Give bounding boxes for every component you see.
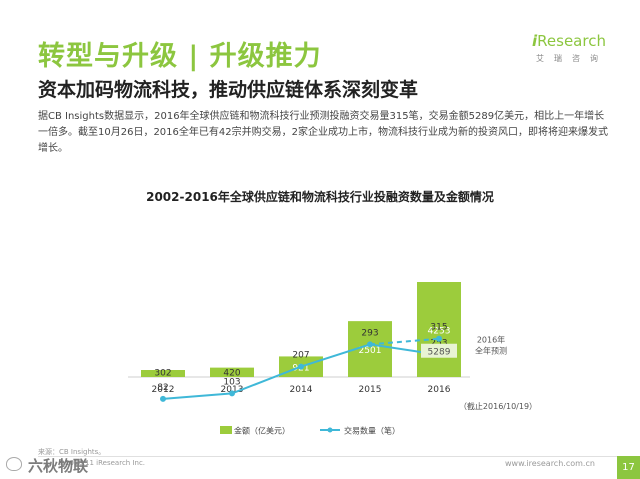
page-subtitle: 资本加码物流科技，推动供应链体系深刻变革: [38, 79, 419, 101]
page-title: 转型与升级 | 升级推力: [38, 41, 322, 72]
logo-wordmark: iResearch: [532, 32, 606, 50]
footer-divider: [38, 456, 617, 457]
watermark-icon: [6, 457, 22, 471]
count-point-2013: [229, 390, 235, 397]
x-tick-2012: 2012: [152, 385, 175, 395]
logo-chinese-name: 艾瑞咨询: [536, 54, 608, 63]
forecast-dashed-line: [369, 337, 440, 346]
chart-title: 2002-2016年全球供应链和物流科技行业投融资数量及金额情况: [146, 190, 494, 204]
legend-line-label: 交易数量（笔）: [344, 426, 400, 436]
count-point-2014: [298, 363, 304, 370]
chart-date-note: （截止2016/10/19）: [459, 401, 537, 411]
bar-label-2013: 420: [223, 369, 240, 379]
forecast-amount-box: [421, 343, 457, 358]
legend-bar-swatch: [220, 426, 232, 434]
website-url: www.iresearch.com.cn: [505, 459, 595, 468]
legend-line-marker: [327, 427, 333, 433]
forecast-amount-label: 5289: [428, 348, 451, 358]
count-label-2015: 293: [361, 328, 378, 338]
bar-label-2012: 302: [154, 369, 171, 379]
bar-label-2016: 4253: [428, 327, 451, 337]
forecast-note-line2: 全年预测: [475, 346, 507, 356]
count-label-2014: 207: [292, 351, 309, 361]
copyright-text: ©2016.11 iResearch Inc.: [58, 459, 146, 467]
count-label-2013: 103: [223, 377, 240, 387]
count-point-2012: [160, 395, 166, 402]
iresearch-logo: iResearch 艾瑞咨询: [532, 32, 612, 72]
count-label-2016: 253: [430, 339, 447, 349]
description-text: 据CB Insights数据显示，2016年全球供应链和物流科技行业预测投融资交…: [38, 111, 608, 154]
x-tick-2015: 2015: [359, 385, 382, 395]
source-note: 来源：CB Insights。: [38, 448, 106, 456]
watermark-text: 六秋物联: [28, 457, 89, 475]
bar-2012: [141, 370, 185, 377]
bar-2013: [210, 367, 254, 377]
watermark: 六秋物联: [6, 455, 126, 475]
bar-label-2015: 2501: [359, 346, 382, 356]
legend-bar-label: 金额（亿美元）: [234, 426, 290, 436]
x-tick-2016: 2016: [428, 385, 451, 395]
count-label-2012: 82: [157, 383, 168, 393]
x-tick-2013: 2013: [221, 385, 244, 395]
bar-2016: [417, 282, 461, 377]
x-tick-2014: 2014: [290, 385, 313, 395]
forecast-point: [436, 335, 442, 342]
page-number: 17: [617, 456, 640, 479]
forecast-count-label: 315: [430, 323, 447, 333]
forecast-note-line1: 2016年: [477, 335, 505, 345]
